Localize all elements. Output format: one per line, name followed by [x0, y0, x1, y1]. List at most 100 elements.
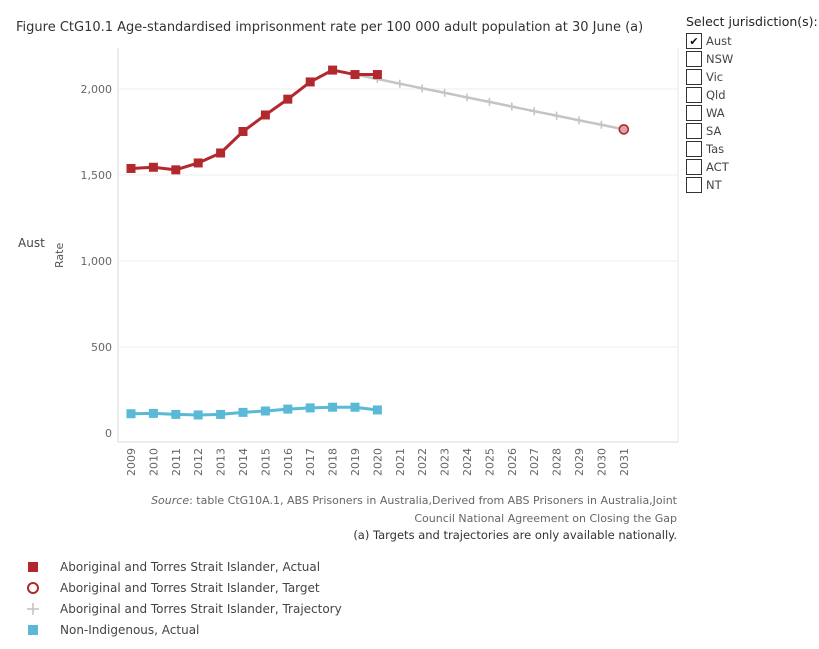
- trajectory-point: [485, 97, 494, 106]
- y-ticks: 0 500 1,000 1,500 2,000: [81, 83, 113, 440]
- trajectory-point: [552, 111, 561, 120]
- non-indigenous-point: [305, 403, 315, 413]
- checkbox[interactable]: [686, 159, 702, 175]
- x-tick-label: 2011: [170, 448, 183, 476]
- aboriginal-actual-point: [305, 77, 315, 87]
- checkbox[interactable]: ✔: [686, 33, 702, 49]
- trajectory-point: [507, 102, 516, 111]
- legend-marker-icon: [22, 623, 44, 637]
- filter-option-label: NT: [706, 178, 722, 192]
- filter-option-qld[interactable]: Qld: [686, 86, 818, 104]
- filter-option-label: Qld: [706, 88, 726, 102]
- aboriginal-actual-point: [216, 148, 226, 158]
- legend-aboriginal-actual[interactable]: Aboriginal and Torres Strait Islander, A…: [22, 556, 342, 577]
- x-tick-label: 2025: [483, 448, 496, 476]
- x-tick-label: 2030: [595, 448, 608, 476]
- y-tick-label: 500: [91, 341, 112, 354]
- aboriginal-actual-point: [350, 70, 360, 80]
- non-indigenous-point: [350, 402, 360, 412]
- series-layer: [126, 65, 630, 420]
- jurisdiction-filter: Select jurisdiction(s): ✔ Aust NSW Vic Qld WA…: [686, 14, 818, 194]
- x-tick-label: 2026: [506, 448, 519, 476]
- aboriginal-actual-line: [130, 68, 378, 172]
- y-tick-label: 1,500: [81, 169, 113, 182]
- source-text: : table CtG10A.1, ABS Prisoners in Austr…: [189, 494, 677, 525]
- filter-option-wa[interactable]: WA: [686, 104, 818, 122]
- aboriginal-actual-point: [193, 158, 203, 168]
- filter-option-label: WA: [706, 106, 725, 120]
- footnote: (a) Targets and trajectories are only av…: [353, 528, 677, 542]
- x-tick-label: 2031: [618, 448, 631, 476]
- aboriginal-actual-point: [126, 163, 136, 173]
- source-note: Source: table CtG10A.1, ABS Prisoners in…: [117, 492, 677, 528]
- x-ticks: 2009 2010 2011 2012 2013 2014 2015 2016 2017 2018…: [125, 448, 631, 476]
- x-tick-label: 2023: [439, 448, 452, 476]
- aboriginal-actual-point: [238, 126, 248, 136]
- x-tick-label: 2029: [573, 448, 586, 476]
- filter-option-label: Tas: [706, 142, 725, 156]
- legend-marker-icon: [22, 560, 44, 574]
- filter-option-label: ACT: [706, 160, 729, 174]
- legend-label: Non-Indigenous, Actual: [60, 622, 200, 637]
- filter-option-act[interactable]: ACT: [686, 158, 818, 176]
- non-indigenous-point: [171, 409, 181, 419]
- trajectory-point: [575, 116, 583, 125]
- aboriginal-actual-point: [171, 165, 181, 175]
- non-indigenous-point: [260, 406, 270, 416]
- x-tick-label: 2018: [327, 448, 340, 476]
- filter-option-nsw[interactable]: NSW: [686, 50, 818, 68]
- non-indigenous-point: [148, 408, 158, 418]
- legend: Aboriginal and Torres Strait Islander, A…: [22, 556, 342, 640]
- source-prefix: Source: [151, 494, 190, 507]
- target-point: [618, 124, 630, 135]
- x-tick-label: 2012: [192, 448, 205, 476]
- filter-option-label: Vic: [706, 70, 724, 84]
- y-tick-label: 0: [105, 427, 112, 440]
- aboriginal-actual-point: [328, 65, 338, 75]
- aboriginal-actual-point: [260, 110, 270, 120]
- x-tick-label: 2019: [349, 448, 362, 476]
- x-tick-label: 2028: [551, 448, 564, 476]
- trajectory-point: [597, 120, 606, 129]
- trajectory-point: [395, 79, 404, 88]
- x-tick-label: 2027: [528, 448, 541, 476]
- checkbox[interactable]: [686, 51, 702, 67]
- x-tick-label: 2021: [394, 448, 407, 476]
- checkbox[interactable]: [686, 141, 702, 157]
- aboriginal-actual-point: [148, 162, 158, 172]
- filter-list: ✔ Aust NSW Vic Qld WA SA Tas ACT NT: [686, 32, 818, 194]
- filter-option-label: Aust: [706, 34, 732, 48]
- filter-option-aust[interactable]: ✔ Aust: [686, 32, 818, 50]
- trajectory-point: [418, 84, 427, 93]
- filter-option-vic[interactable]: Vic: [686, 68, 818, 86]
- y-tick-label: 2,000: [81, 83, 113, 96]
- aboriginal-actual-point: [372, 70, 382, 80]
- legend-aboriginal-target[interactable]: Aboriginal and Torres Strait Islander, T…: [22, 577, 342, 598]
- legend-label: Aboriginal and Torres Strait Islander, A…: [60, 559, 321, 574]
- filter-option-sa[interactable]: SA: [686, 122, 818, 140]
- x-tick-label: 2016: [282, 448, 295, 476]
- x-tick-label: 2022: [416, 448, 429, 476]
- x-tick-label: 2017: [304, 448, 317, 476]
- filter-title: Select jurisdiction(s):: [686, 14, 818, 29]
- x-tick-label: 2015: [259, 448, 272, 476]
- legend-marker-icon: [22, 581, 44, 595]
- x-tick-label: 2020: [371, 448, 384, 476]
- filter-option-nt[interactable]: NT: [686, 176, 818, 194]
- filter-option-tas[interactable]: Tas: [686, 140, 818, 158]
- non-indigenous-point: [372, 405, 382, 415]
- checkbox[interactable]: [686, 69, 702, 85]
- x-tick-label: 2010: [147, 448, 160, 476]
- legend-non-indigenous[interactable]: Non-Indigenous, Actual: [22, 619, 342, 640]
- legend-marker-icon: [22, 602, 44, 616]
- checkbox[interactable]: [686, 177, 702, 193]
- checkbox[interactable]: [686, 105, 702, 121]
- non-indigenous-point: [126, 409, 136, 419]
- trajectory-point: [463, 93, 471, 102]
- non-indigenous-point: [216, 409, 226, 419]
- checkbox[interactable]: [686, 123, 702, 139]
- trajectory-point: [530, 107, 539, 116]
- legend-aboriginal-trajectory[interactable]: Aboriginal and Torres Strait Islander, T…: [22, 598, 342, 619]
- checkbox[interactable]: [686, 87, 702, 103]
